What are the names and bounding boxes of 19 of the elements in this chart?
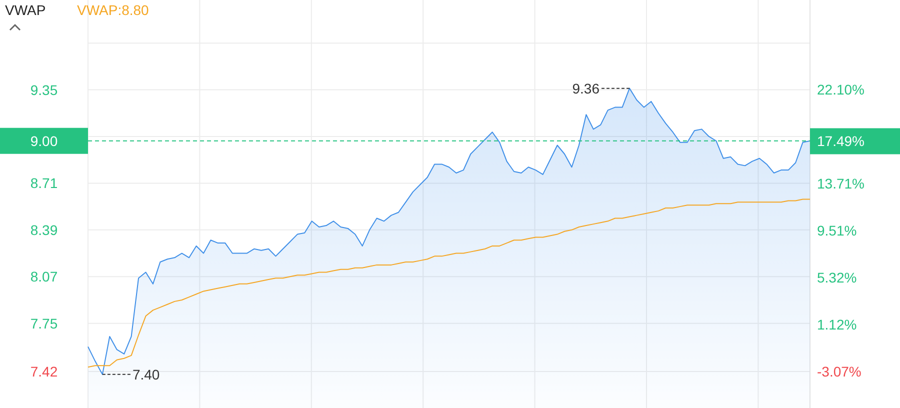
y2-tick-label: 13.71% [817, 176, 864, 192]
y-tick-label: 8.39 [30, 222, 58, 238]
line-series [88, 198, 810, 368]
chart-title: VWAP [5, 2, 46, 18]
annotation: 9.36 [572, 80, 600, 96]
y2-tick-label: 9.51% [817, 222, 857, 239]
y2-tick-label: 17.49% [817, 133, 864, 150]
y2-tick-label: 22.10% [817, 82, 864, 98]
y2-tick-label: 1.12% [817, 316, 857, 333]
y-tick-label: 7.42 [30, 364, 58, 380]
text: VWAP:8.80 [77, 2, 150, 18]
y-tick-label: 7.75 [30, 315, 58, 332]
y2-tick-label: 5.32% [817, 270, 857, 286]
y-tick-label: 8.71 [30, 175, 58, 192]
y-tick-label: 9.35 [30, 82, 58, 98]
y-tick-label: 8.07 [30, 268, 58, 285]
annotation: 7.40 [132, 366, 160, 382]
y2-tick-label: -3.07% [817, 363, 862, 380]
ref-line-label: 9.00 [30, 132, 58, 149]
